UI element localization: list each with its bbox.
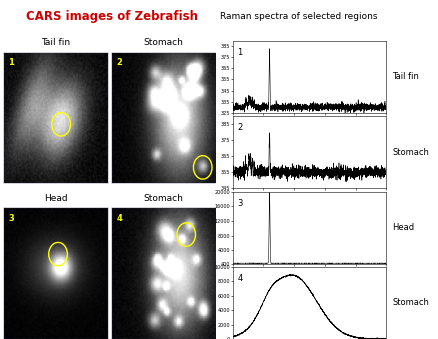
Text: 1: 1 [8,58,14,67]
Text: Raman spectra of selected regions: Raman spectra of selected regions [220,13,377,21]
Text: 3: 3 [237,199,242,208]
Text: 4: 4 [237,274,242,283]
Text: Stomach: Stomach [143,38,183,47]
Text: 2: 2 [237,123,242,132]
Text: 4: 4 [116,214,122,223]
Text: Stomach: Stomach [143,194,183,203]
Text: 3: 3 [8,214,14,223]
Text: CARS images of Zebrafish: CARS images of Zebrafish [26,11,198,23]
Text: Stomach: Stomach [392,147,428,157]
Text: Head: Head [392,223,413,232]
Text: Stomach: Stomach [392,298,428,307]
Text: Tail fin: Tail fin [392,72,418,81]
Text: 1: 1 [237,48,242,57]
Text: 2: 2 [116,58,122,67]
Text: Head: Head [44,194,67,203]
Text: Tail fin: Tail fin [41,38,71,47]
